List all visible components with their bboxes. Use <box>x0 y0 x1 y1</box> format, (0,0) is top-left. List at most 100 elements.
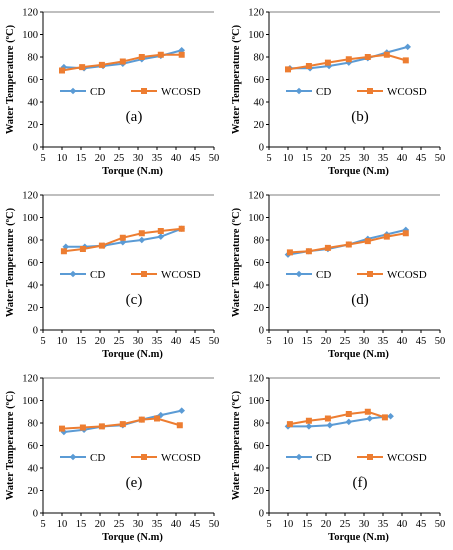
y-tick-label: 40 <box>28 464 39 475</box>
y-tick-label: 20 <box>254 486 265 497</box>
x-tick-label: 30 <box>359 153 370 164</box>
panel-label: (b) <box>351 109 369 125</box>
legend-label-wcosd: WCOSD <box>161 269 201 281</box>
legend-marker-cd <box>69 453 77 461</box>
y-tick-label: 20 <box>28 303 39 314</box>
legend-label-wcosd: WCOSD <box>161 452 201 464</box>
x-tick-label: 50 <box>435 519 446 530</box>
x-tick-label: 5 <box>266 336 271 347</box>
legend-label-cd: CD <box>316 269 331 281</box>
wcosd-point-marker <box>324 244 331 251</box>
legend-label-cd: CD <box>90 86 105 98</box>
series-line-cd <box>288 415 391 428</box>
x-tick-label: 5 <box>40 336 45 347</box>
x-tick-label: 45 <box>416 336 427 347</box>
y-tick-label: 60 <box>254 75 265 86</box>
x-tick-label: 15 <box>76 153 87 164</box>
x-tick-label: 25 <box>340 336 351 347</box>
legend-label-cd: CD <box>90 452 105 464</box>
y-tick-label: 20 <box>28 486 39 497</box>
wcosd-point-marker <box>138 416 145 423</box>
wcosd-point-marker <box>305 417 312 424</box>
x-tick-label: 30 <box>133 336 144 347</box>
y-axis-title: Water Temperature (ºC) <box>5 390 16 500</box>
panel-label: (f) <box>353 475 368 491</box>
x-tick-label: 50 <box>435 336 446 347</box>
x-tick-label: 20 <box>95 336 106 347</box>
cd-point-marker <box>178 46 185 54</box>
cd-point-marker <box>345 418 353 426</box>
x-tick-label: 35 <box>378 519 389 530</box>
x-tick-label: 15 <box>302 153 313 164</box>
x-tick-label: 35 <box>378 153 389 164</box>
legend-label-wcosd: WCOSD <box>387 269 427 281</box>
x-tick-label: 40 <box>397 336 408 347</box>
legend-marker-wcosd <box>141 88 147 94</box>
y-axis-title: Water Temperature (ºC) <box>231 390 242 500</box>
chart-panel-a: 0 20 40 60 80 100 120 5 10 15 20 25 30 35 40 45 50 Torque… <box>5 8 219 178</box>
legend-label-cd: CD <box>90 269 105 281</box>
legend-label-cd: CD <box>316 452 331 464</box>
x-tick-label: 50 <box>435 153 446 164</box>
legend-label-wcosd: WCOSD <box>161 86 201 98</box>
x-tick-label: 25 <box>114 336 125 347</box>
y-tick-label: 80 <box>28 53 39 64</box>
x-tick-label: 45 <box>190 519 201 530</box>
y-tick-label: 120 <box>248 374 264 385</box>
x-tick-label: 25 <box>114 153 125 164</box>
legend-label-wcosd: WCOSD <box>387 86 427 98</box>
x-tick-label: 15 <box>302 519 313 530</box>
wcosd-point-marker <box>79 246 86 252</box>
y-axis-title: Water Temperature (ºC) <box>231 207 242 317</box>
x-tick-label: 20 <box>95 519 106 530</box>
y-tick-label: 0 <box>33 509 38 520</box>
wcosd-point-marker <box>402 230 409 237</box>
y-tick-label: 60 <box>28 75 39 86</box>
y-tick-label: 0 <box>259 509 264 520</box>
x-tick-label: 35 <box>378 336 389 347</box>
cd-point-marker <box>387 412 394 420</box>
wcosd-point-marker <box>59 425 65 432</box>
x-axis-title: Torque (N.m) <box>102 166 163 177</box>
x-tick-label: 45 <box>416 519 427 530</box>
chart-panel-d: 0 20 40 60 80 100 120 5 10 15 20 25 30 35 40 45 50 Torque… <box>231 191 445 361</box>
legend-marker-cd <box>295 453 303 461</box>
y-tick-label: 120 <box>22 8 38 19</box>
y-axis-title: Water Temperature (ºC) <box>231 24 242 134</box>
wcosd-point-marker <box>402 57 409 64</box>
x-tick-label: 35 <box>152 153 163 164</box>
wcosd-point-marker <box>178 51 185 58</box>
y-tick-label: 80 <box>254 419 265 430</box>
x-axis-title: Torque (N.m) <box>102 349 163 360</box>
y-tick-label: 120 <box>22 374 38 385</box>
wcosd-point-marker <box>178 225 185 232</box>
cd-point-marker <box>366 415 373 422</box>
wcosd-point-marker <box>119 421 126 428</box>
wcosd-point-marker <box>364 408 371 415</box>
x-tick-label: 50 <box>209 336 220 347</box>
legend-marker-cd <box>295 270 303 278</box>
y-tick-label: 0 <box>33 143 38 154</box>
wcosd-point-marker <box>345 411 352 417</box>
x-tick-label: 10 <box>57 336 68 347</box>
legend-marker-wcosd <box>367 271 373 277</box>
cd-point-marker <box>138 236 146 244</box>
x-tick-label: 10 <box>57 153 68 164</box>
legend-label-wcosd: WCOSD <box>387 452 427 464</box>
y-tick-label: 60 <box>254 258 265 269</box>
chart-panel-e: 0 20 40 60 80 100 120 5 10 15 20 25 30 35 40 45 50 Torque… <box>5 374 219 544</box>
x-axis-title: Torque (N.m) <box>102 532 163 543</box>
wcosd-point-marker <box>383 233 390 240</box>
wcosd-point-marker <box>286 421 293 428</box>
wcosd-point-marker <box>98 61 105 68</box>
chart-panel-c: 0 20 40 60 80 100 120 5 10 15 20 25 30 35 40 45 50 Torque… <box>5 191 219 361</box>
x-tick-label: 25 <box>114 519 125 530</box>
wcosd-point-marker <box>138 230 145 237</box>
legend-marker-cd <box>69 87 77 95</box>
wcosd-point-marker <box>157 51 164 58</box>
x-tick-label: 40 <box>171 153 182 164</box>
y-tick-label: 120 <box>248 191 264 202</box>
x-tick-label: 20 <box>321 153 332 164</box>
y-axis-title: Water Temperature (ºC) <box>5 24 16 134</box>
y-tick-label: 0 <box>259 326 264 337</box>
